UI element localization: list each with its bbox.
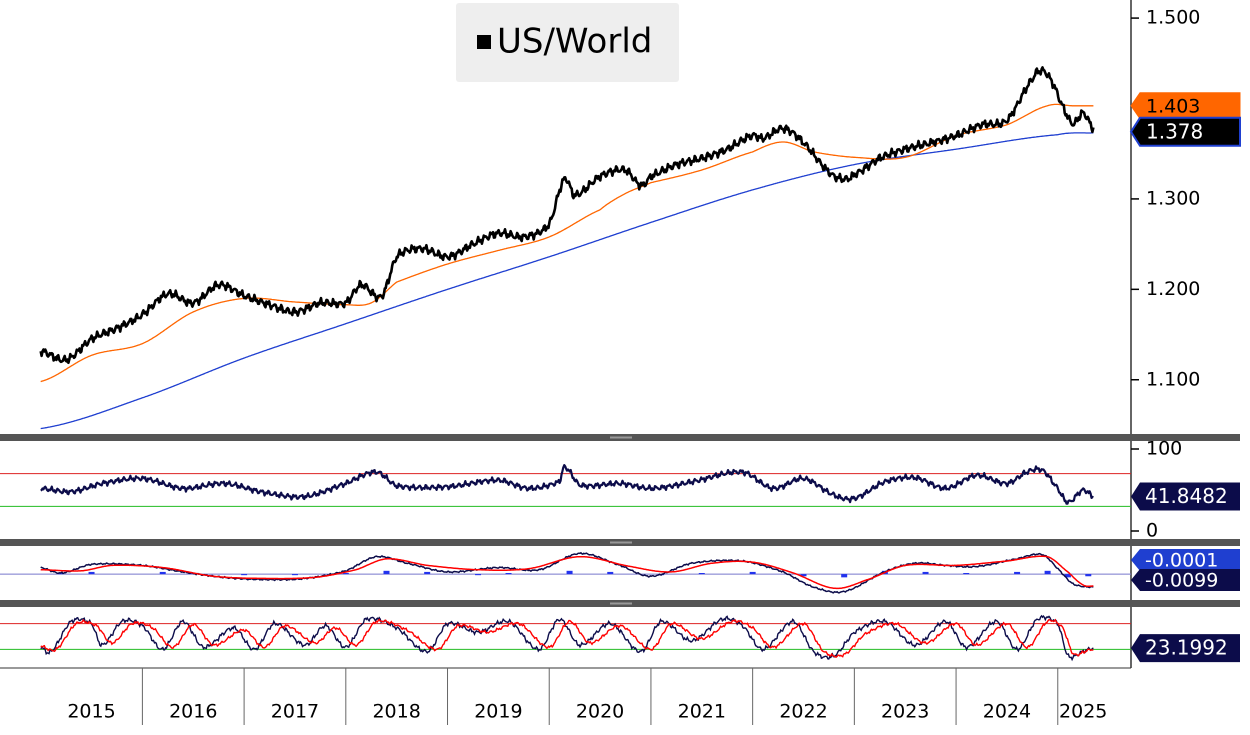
year-label: 2021 <box>678 701 726 723</box>
macd-histogram-bar <box>1014 571 1021 575</box>
macd-histogram-bar <box>566 570 573 575</box>
price-tick-label: 1.300 <box>1146 187 1200 209</box>
price-value-label: 1.378 <box>1146 119 1203 143</box>
macd-value-label: -0.0001 <box>1145 550 1218 572</box>
ma-short-value-tag: 1.403 <box>1130 92 1241 120</box>
stochastic-value-tag: 23.1992 <box>1131 634 1240 663</box>
price-tick: 1.300 <box>1131 187 1200 209</box>
signal-value-tag: -0.0099 <box>1131 569 1240 592</box>
signal-value-label: -0.0099 <box>1145 570 1218 592</box>
separator-grip <box>610 436 632 439</box>
price-tick: 1.500 <box>1131 7 1200 29</box>
price-y-axis: 1.500 1.300 1.200 1.100 <box>1131 7 1200 390</box>
stochastic-plot <box>0 614 1131 662</box>
series-line-ma-short <box>40 103 1094 383</box>
rsi-tick-label: 100 <box>1146 438 1182 460</box>
year-label: 2018 <box>372 701 420 723</box>
macd-histogram-bar <box>698 573 705 575</box>
price-tick-label: 1.100 <box>1146 368 1200 390</box>
year-label: 2022 <box>779 701 827 723</box>
price-value-tag: 1.378 <box>1129 116 1241 147</box>
price-tick: 1.200 <box>1131 278 1200 300</box>
year-label: 2016 <box>169 701 217 723</box>
price-tick: 1.100 <box>1131 368 1200 390</box>
macd-histogram-bar <box>922 571 929 575</box>
series-line-price <box>39 66 1095 365</box>
macd-histogram-bar <box>291 574 298 576</box>
stochastic-value-label: 23.1992 <box>1145 636 1228 660</box>
year-label: 2023 <box>881 701 929 723</box>
macd-histogram-bar <box>749 571 756 575</box>
separator-grip <box>610 541 632 544</box>
year-label: 2019 <box>474 701 522 723</box>
rsi-line <box>40 464 1094 505</box>
macd-signal-line <box>40 555 1094 590</box>
chart-title: US/World <box>497 22 652 62</box>
legend-swatch <box>477 35 491 49</box>
rsi-tick-label: 0 <box>1146 520 1158 542</box>
rsi-value-tag: 41.8482 <box>1131 482 1240 511</box>
macd-histogram-bar <box>241 574 248 576</box>
year-label: 2015 <box>67 701 115 723</box>
macd-histogram-bar <box>342 573 349 575</box>
rsi-y-axis: 100 0 <box>1131 438 1182 542</box>
price-tick-label: 1.200 <box>1146 278 1200 300</box>
rsi-tick: 100 <box>1131 438 1182 460</box>
price-plot <box>39 66 1095 430</box>
stochastic-k-line <box>40 614 1094 662</box>
macd-histogram-bar <box>505 573 512 575</box>
macd-histogram-bar <box>1044 570 1051 575</box>
separator-grip <box>610 602 632 605</box>
macd-histogram-bar <box>159 571 166 575</box>
rsi-plot <box>0 464 1131 507</box>
ma-short-value-label: 1.403 <box>1146 95 1200 117</box>
macd-value-tag: -0.0001 <box>1131 549 1240 572</box>
rsi-tick: 0 <box>1131 520 1158 542</box>
year-label: 2020 <box>576 701 624 723</box>
price-tick-label: 1.500 <box>1146 7 1200 29</box>
macd-histogram-bar <box>88 571 95 575</box>
year-label: 2025 <box>1059 701 1107 723</box>
macd-histogram-bar <box>1064 574 1071 578</box>
stochastic-d-line <box>40 618 1094 658</box>
year-label: 2024 <box>983 701 1031 723</box>
macd-histogram-bar <box>1085 574 1092 577</box>
macd-histogram-bar <box>800 574 807 577</box>
macd-plot <box>0 551 1131 594</box>
macd-histogram-bar <box>58 573 65 575</box>
macd-histogram-bar <box>841 574 848 578</box>
year-label: 2017 <box>271 701 319 723</box>
macd-histogram-bar <box>424 571 431 575</box>
rsi-value-label: 41.8482 <box>1145 484 1228 508</box>
macd-histogram-bar <box>963 573 970 575</box>
legend: US/World <box>456 3 679 82</box>
legend-box <box>456 3 679 82</box>
series-line-ma-long <box>40 132 1094 430</box>
macd-histogram-bar <box>607 571 614 575</box>
macd-histogram-bar <box>383 570 390 575</box>
x-axis: 2015 2016 2017 2018 2019 2020 2021 2022 2023 2024… <box>67 668 1107 725</box>
macd-histogram-bar <box>475 574 482 576</box>
